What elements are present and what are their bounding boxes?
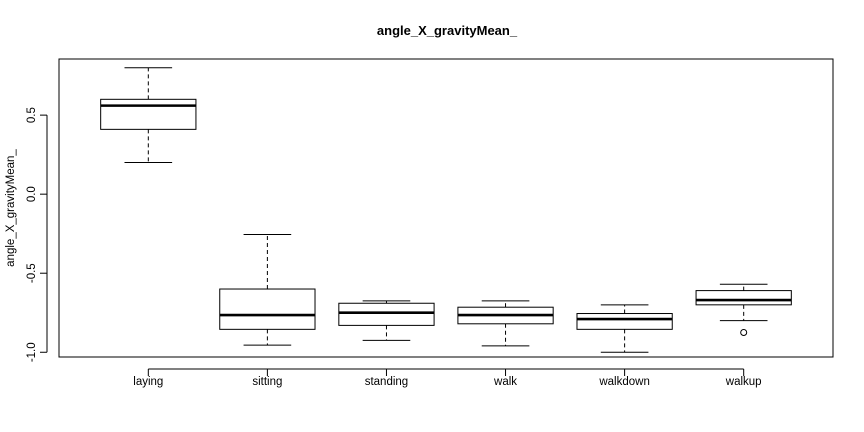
x-tick-label: standing [365,376,408,388]
plot-frame [58,58,834,358]
y-tick-label: -0.5 [26,263,38,283]
x-tick-label: walk [493,376,517,388]
x-tick-label: walkdown [598,376,650,388]
x-tick-label: walkup [725,376,762,388]
iqr-box [338,302,435,326]
box-walk [457,300,554,347]
box-laying [100,67,197,164]
iqr-box [100,98,197,130]
box-sitting [219,233,316,346]
y-tick-label: 0.0 [26,186,38,202]
x-tick-label: laying [133,376,163,388]
boxes [100,67,792,353]
chart-title: angle_X_gravityMean_ [377,23,518,38]
box-walkup [695,283,792,336]
x-axis: laying sitting standing walk walkdown walkup [133,368,762,388]
y-tick-label: -1.0 [26,342,38,362]
y-tick-label: 0.5 [26,107,38,123]
x-tick-label: sitting [252,376,282,388]
y-axis: -1.0 -0.5 0.0 0.5 [26,107,48,362]
iqr-box [695,290,792,306]
y-axis-label: angle_X_gravityMean_ [5,149,17,267]
iqr-box [576,313,673,330]
iqr-box [219,288,316,330]
outlier-point [740,328,748,336]
box-walkdown [576,304,673,353]
box-standing [338,300,435,341]
